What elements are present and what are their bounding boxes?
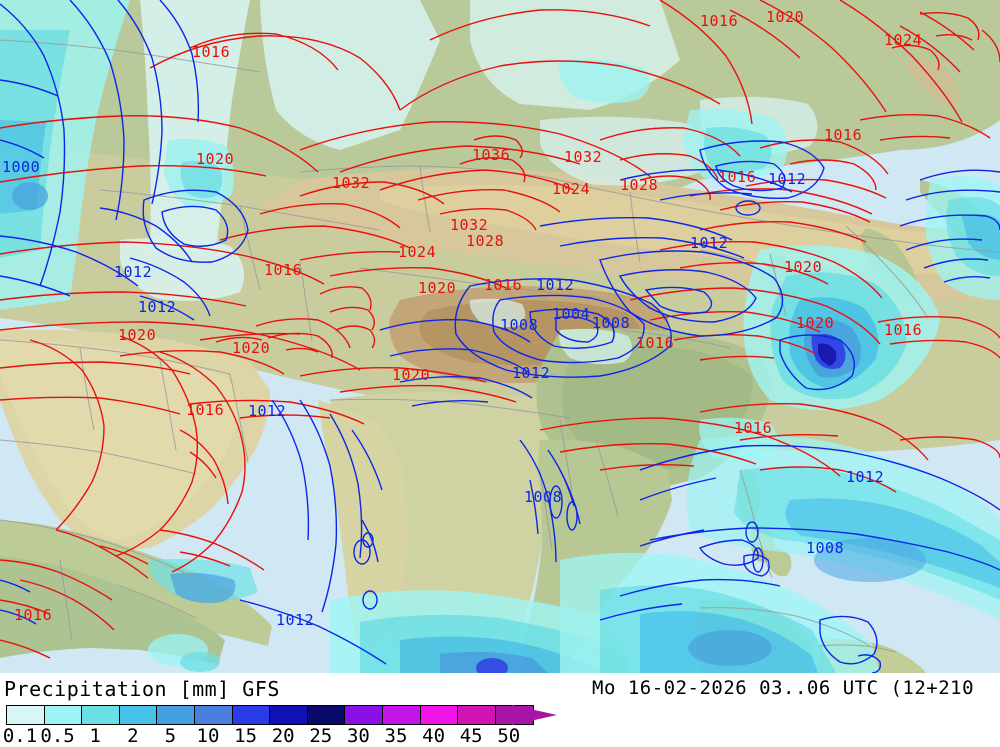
isobar-label: 1016: [264, 261, 303, 279]
isobar-label: 1020: [766, 8, 805, 26]
isobar-label: 1020: [796, 314, 835, 332]
isobar-label: 1016: [636, 334, 675, 352]
map-footer: Precipitation [mm] GFS Mo 16-02-2026 03.…: [0, 673, 1000, 747]
colorbar-tick: 15: [234, 725, 258, 747]
isobar-label: 1012: [846, 468, 885, 486]
isobar-label: 1024: [552, 180, 591, 198]
isobar-label: 1016: [884, 321, 923, 339]
isobars-low: [0, 0, 1000, 673]
isobar-label: 1032: [450, 216, 489, 234]
isobar-label: 1004: [552, 305, 591, 323]
isobar-label: 1032: [332, 174, 371, 192]
country-borders: [0, 39, 1000, 653]
colorbar-swatch[interactable]: [420, 706, 459, 724]
colorbar-tick: 0.5: [40, 725, 75, 747]
isobar-label: 1032: [564, 148, 603, 166]
colorbar-swatch[interactable]: [270, 706, 308, 724]
isobar-label: 1000: [2, 158, 41, 176]
colorbar-swatch[interactable]: [157, 706, 195, 724]
isobar-label: 1036: [472, 146, 511, 164]
colorbar-tick: 50: [497, 725, 521, 747]
isobar-label: 1028: [466, 232, 505, 250]
isobar-label: 1012: [276, 611, 315, 629]
isobar-label: 1008: [524, 488, 563, 506]
gfs-precipitation-map[interactable]: 1000 1016 1020 1016 1012 1012 1020 1020 1016 1012…: [0, 0, 1000, 673]
isobar-label: 1024: [398, 243, 437, 261]
isobar-label: 1016: [734, 419, 773, 437]
isobar-label: 1012: [512, 364, 551, 382]
colorbar-tick: 1: [89, 725, 101, 747]
colorbar-tick: 0.1: [2, 725, 38, 747]
isobar-label: 1008: [806, 539, 845, 557]
colorbar-swatch[interactable]: [458, 706, 496, 724]
map-canvas: [0, 0, 1000, 673]
isobar-label: 1012: [690, 234, 729, 252]
isobar-label: 1016: [824, 126, 863, 144]
isobar-label: 1012: [768, 170, 807, 188]
colorbar-swatch[interactable]: [194, 706, 233, 724]
isobar-label: 1008: [500, 316, 539, 334]
colorbar-tick: 10: [196, 725, 220, 747]
colorbar-swatch[interactable]: [82, 706, 120, 724]
colorbar-swatch[interactable]: [307, 706, 346, 724]
isobar-label: 1012: [138, 298, 177, 316]
footer-title: Precipitation [mm] GFS: [4, 677, 280, 701]
colorbar-tick: 2: [127, 725, 139, 747]
colorbar-overflow-arrow: [512, 705, 557, 725]
colorbar-tick: 40: [422, 725, 446, 747]
isobar-label: 1020: [418, 279, 457, 297]
colorbar-swatches[interactable]: [6, 705, 535, 725]
isobar-label: 1020: [196, 150, 235, 168]
footer-datetime: Mo 16-02-2026 03..06 UTC (12+210: [592, 677, 975, 699]
colorbar-swatch[interactable]: [382, 706, 421, 724]
isobar-label: 1012: [248, 402, 287, 420]
isobar-label: 1008: [592, 314, 631, 332]
isobar-label: 1024: [884, 31, 923, 49]
isobar-label: 1016: [186, 401, 225, 419]
isobar-label: 1012: [536, 276, 575, 294]
isobar-label: 1016: [484, 276, 523, 294]
colorbar-tick: 25: [309, 725, 333, 747]
colorbar-swatch[interactable]: [345, 706, 383, 724]
isobar-label: 1028: [620, 176, 659, 194]
isobar-label: 1016: [192, 43, 231, 61]
isobar-label: 1020: [392, 366, 431, 384]
isobar-label: 1012: [114, 263, 153, 281]
colorbar-swatch[interactable]: [232, 706, 271, 724]
colorbar-tick: 30: [346, 725, 370, 747]
isobar-label: 1016: [718, 168, 757, 186]
isobar-label: 1020: [118, 326, 157, 344]
colorbar-tick: 35: [384, 725, 408, 747]
colorbar-swatch[interactable]: [7, 706, 45, 724]
isobar-label: 1016: [14, 606, 53, 624]
colorbar-swatch[interactable]: [44, 706, 83, 724]
colorbar-tick: 5: [164, 725, 177, 747]
isobar-label: 1020: [232, 339, 271, 357]
colorbar-swatch[interactable]: [119, 706, 158, 724]
colorbar-tick: 45: [459, 725, 483, 747]
precipitation-field: [0, 0, 1000, 673]
colorbar-tick: 20: [271, 725, 295, 747]
isobar-label: 1016: [700, 12, 739, 30]
isobar-label: 1020: [784, 258, 823, 276]
